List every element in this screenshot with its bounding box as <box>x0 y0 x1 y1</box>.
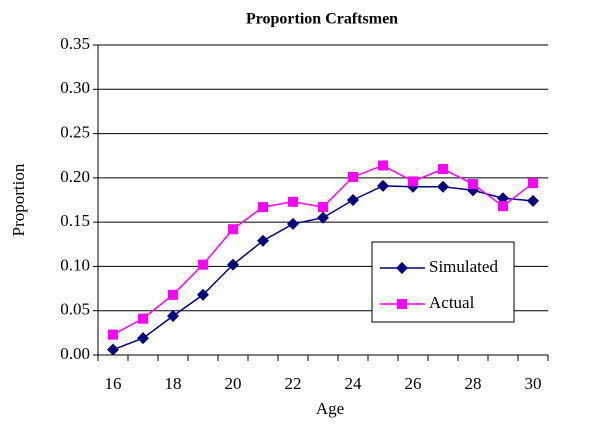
marker <box>377 179 389 192</box>
marker <box>408 176 418 187</box>
x-axis-label: Age <box>316 399 344 418</box>
marker <box>468 179 478 190</box>
marker <box>287 217 299 230</box>
y-tick-label: 0.10 <box>60 255 90 274</box>
y-tick-label: 0.15 <box>60 211 90 230</box>
chart-title: Proportion Craftsmen <box>246 11 398 28</box>
marker <box>168 289 178 300</box>
marker <box>528 178 538 189</box>
marker <box>138 313 148 324</box>
marker <box>378 160 388 171</box>
marker <box>167 310 179 323</box>
x-tick-label: 26 <box>405 374 422 393</box>
marker <box>438 164 448 174</box>
legend: Simulated Actual <box>371 241 515 323</box>
y-tick-label: 0.00 <box>60 344 90 363</box>
x-tick-label: 16 <box>105 374 122 393</box>
x-tick-label: 28 <box>465 374 482 393</box>
marker <box>348 171 358 182</box>
marker <box>258 202 268 213</box>
y-tick-label: 0.35 <box>60 34 90 53</box>
marker <box>137 332 149 345</box>
marker <box>228 224 238 235</box>
marker <box>197 288 209 301</box>
marker <box>347 194 359 206</box>
marker <box>107 343 119 356</box>
y-tick-label: 0.05 <box>60 300 90 319</box>
legend-label: Actual <box>429 293 475 312</box>
legend-label: Simulated <box>429 257 498 276</box>
legend-box <box>371 241 515 323</box>
marker <box>317 211 329 224</box>
y-axis-label: Proportion <box>9 163 28 236</box>
marker <box>198 259 208 270</box>
y-tick-label: 0.25 <box>60 122 90 141</box>
marker <box>498 201 508 212</box>
marker <box>396 262 408 274</box>
marker <box>108 329 118 340</box>
y-tick-label: 0.30 <box>60 78 90 97</box>
marker <box>288 196 298 207</box>
marker <box>397 299 407 309</box>
y-tick-label: 0.20 <box>60 167 90 186</box>
marker <box>437 180 449 193</box>
x-tick-label: 20 <box>225 374 242 393</box>
x-tick-label: 30 <box>525 374 542 393</box>
x-tick-label: 24 <box>345 374 363 393</box>
marker <box>227 258 239 271</box>
x-tick-label: 18 <box>165 374 182 393</box>
marker <box>527 194 539 207</box>
marker <box>318 202 328 213</box>
x-tick-label: 22 <box>285 374 302 393</box>
marker <box>257 234 269 247</box>
